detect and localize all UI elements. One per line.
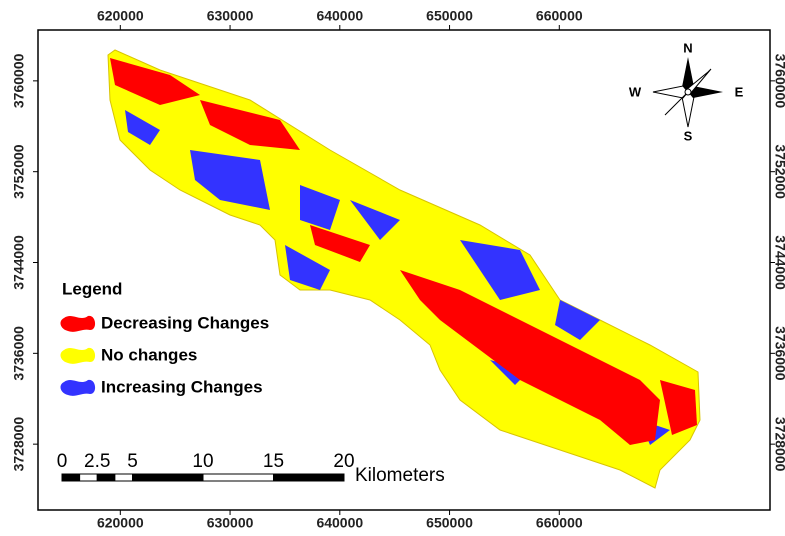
y-tick-label-right: 3752000 [772,144,785,199]
x-tick-label-top: 640000 [316,8,363,24]
scale-label: 10 [192,451,213,472]
scale-label: 15 [263,451,284,472]
scale-segment [61,473,81,482]
x-tick-label-top: 660000 [536,8,583,24]
compass-north: N [683,40,692,55]
legend-swatch [60,379,96,396]
compass-east: E [735,84,744,99]
y-tick-label-left: 3736000 [11,326,27,381]
y-tick-label-left: 3760000 [11,53,27,108]
x-tick-label-top: 620000 [97,8,144,24]
legend-label: Decreasing Changes [101,313,269,332]
scale-segment [114,473,133,482]
legend-label: Increasing Changes [101,377,263,396]
y-tick-label-left: 3728000 [11,417,27,472]
compass-west: W [629,84,642,99]
y-tick-label-right: 3736000 [772,326,785,381]
scale-label: 0 [57,451,68,472]
decrease-areas [110,58,697,445]
scale-segment [273,473,345,482]
compass-rose: N E S W [629,40,744,143]
x-tick-label-bottom: 660000 [536,515,583,531]
study-area [107,49,701,489]
legend-swatch [60,347,96,364]
x-tick-label-top: 630000 [207,8,254,24]
legend-swatch [60,315,96,332]
compass-south: S [684,128,693,143]
legend-label: No changes [101,345,197,364]
scale-label: 2.5 [84,451,110,472]
x-tick-label-bottom: 630000 [207,515,254,531]
x-tick-label-bottom: 620000 [97,515,144,531]
legend-title: Legend [62,279,122,298]
scale-segment [132,473,204,482]
scale-label: 5 [127,451,138,472]
y-tick-label-left: 3744000 [11,235,27,290]
scale-segment [79,473,98,482]
x-tick-label-bottom: 640000 [316,515,363,531]
scale-label: 20 [333,451,354,472]
scale-segment [96,473,116,482]
y-tick-label-right: 3728000 [772,417,785,472]
x-tick-label-bottom: 650000 [426,515,473,531]
x-tick-label-top: 650000 [426,8,473,24]
y-tick-label-right: 3760000 [772,54,785,109]
y-tick-label-left: 3752000 [11,144,27,199]
y-tick-label-right: 3744000 [772,235,785,290]
scale-unit: Kilometers [355,465,445,486]
scale-segment [202,473,274,482]
